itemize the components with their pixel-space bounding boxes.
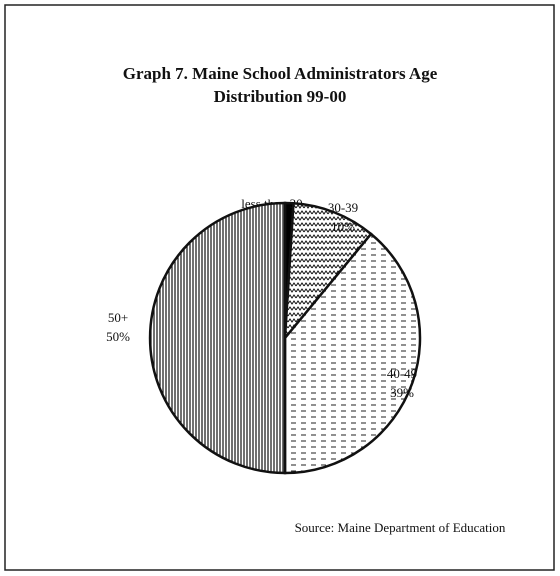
slice-category: 50+	[108, 310, 128, 325]
source: Source: Maine Department of Education	[295, 520, 506, 535]
pie-slice	[283, 201, 373, 342]
pie-slice	[148, 201, 287, 475]
slice-category: 30-39	[328, 200, 358, 215]
slice-value-label: 50%	[106, 329, 130, 344]
slice-value-label: 10%	[331, 219, 355, 234]
frame	[4, 4, 555, 571]
pie-slice	[283, 232, 422, 475]
chart-title: Graph 7. Maine School Administrators Age…	[122, 64, 438, 106]
slice-value-label: 39%	[390, 385, 414, 400]
slice-category: 40-49	[387, 366, 417, 381]
